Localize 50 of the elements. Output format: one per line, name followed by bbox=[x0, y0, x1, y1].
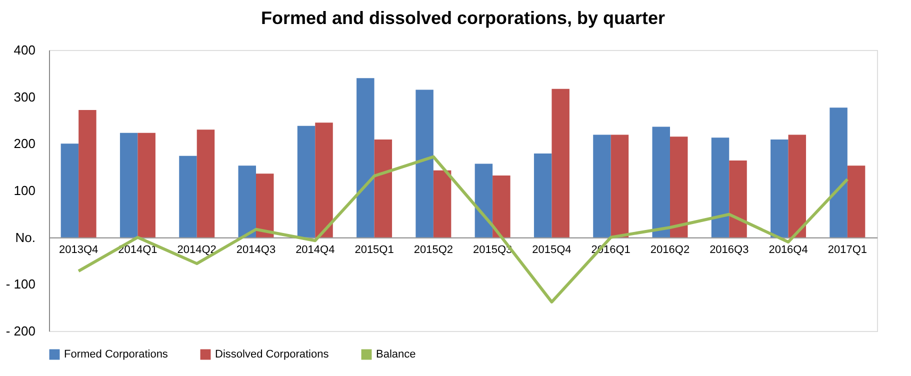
bar bbox=[610, 134, 629, 238]
bar bbox=[78, 110, 96, 238]
bar bbox=[830, 108, 848, 238]
x-tick-label: 2015Q2 bbox=[414, 244, 454, 256]
bar bbox=[474, 164, 493, 238]
bar bbox=[60, 144, 79, 238]
y-tick-label: 100 bbox=[14, 183, 36, 198]
bar bbox=[670, 136, 688, 238]
bar bbox=[179, 156, 197, 238]
y-tick-label: - 200 bbox=[6, 324, 36, 338]
y-tick-label: 400 bbox=[14, 42, 36, 58]
bar bbox=[711, 138, 730, 238]
bar bbox=[552, 88, 570, 238]
bar bbox=[729, 160, 747, 238]
x-tick-label: 2014Q2 bbox=[177, 244, 216, 256]
bar bbox=[652, 126, 670, 238]
x-tick-label: 2015Q1 bbox=[354, 244, 394, 256]
bar bbox=[534, 154, 552, 238]
y-tick-label: 200 bbox=[14, 136, 36, 152]
chart-title: Formed and dissolved corporations, by quarter bbox=[260, 8, 666, 28]
bar bbox=[256, 174, 274, 238]
bar bbox=[593, 134, 611, 238]
x-tick-label: 2015Q4 bbox=[532, 244, 572, 256]
bar bbox=[847, 166, 866, 238]
x-tick-label: 2016Q4 bbox=[768, 244, 808, 256]
x-tick-label: 2014Q3 bbox=[236, 244, 276, 256]
bar bbox=[238, 166, 256, 238]
bar bbox=[138, 132, 156, 238]
x-tick-label: 2016Q3 bbox=[710, 244, 749, 256]
legend-label: Dissolved Corporations bbox=[215, 348, 330, 361]
bar bbox=[416, 90, 434, 238]
bar bbox=[356, 78, 374, 238]
bar bbox=[492, 176, 510, 238]
bar bbox=[120, 132, 138, 238]
x-tick-label: 2016Q2 bbox=[650, 244, 690, 256]
bar bbox=[374, 139, 392, 238]
bar bbox=[196, 130, 215, 238]
x-tick-label: 2014Q4 bbox=[296, 244, 335, 256]
y-tick-label: - 100 bbox=[6, 276, 36, 292]
y-tick-label: 300 bbox=[14, 89, 36, 104]
bar bbox=[788, 134, 806, 238]
bar bbox=[297, 126, 316, 238]
bar bbox=[770, 139, 788, 238]
bar bbox=[315, 122, 333, 238]
bar bbox=[433, 170, 452, 238]
y-tick-label: No. bbox=[15, 230, 36, 245]
x-tick-label: 2013Q4 bbox=[58, 244, 98, 256]
legend-label: Formed Corporations bbox=[64, 348, 168, 361]
legend-label: Balance bbox=[376, 348, 416, 361]
x-tick-label: 2017Q1 bbox=[828, 244, 868, 256]
